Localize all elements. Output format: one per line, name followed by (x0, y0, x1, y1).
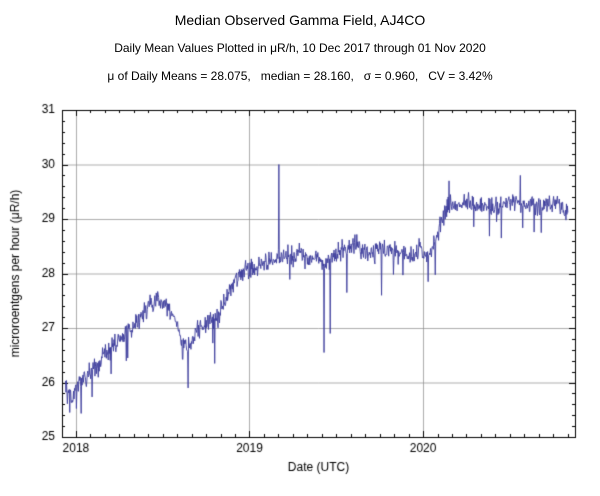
chart-header: Median Observed Gamma Field, AJ4CO Daily… (0, 0, 600, 100)
chart-stats-line: μ of Daily Means = 28.075, median = 28.1… (107, 69, 493, 83)
chart-title: Median Observed Gamma Field, AJ4CO (174, 12, 426, 28)
chart-subtitle: Daily Mean Values Plotted in μR/h, 10 De… (114, 41, 486, 55)
time-series-plot-canvas (0, 100, 600, 496)
